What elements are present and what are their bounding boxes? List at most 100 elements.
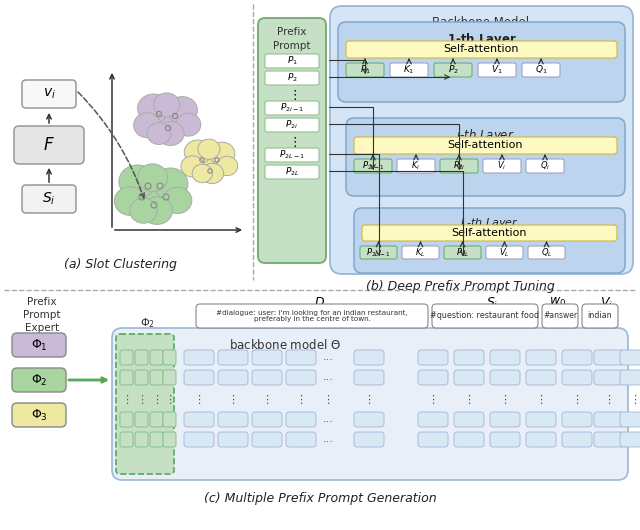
FancyBboxPatch shape [354, 137, 617, 154]
Text: ⋮: ⋮ [296, 394, 307, 404]
FancyBboxPatch shape [265, 118, 319, 132]
FancyBboxPatch shape [330, 6, 633, 274]
Ellipse shape [216, 156, 237, 175]
FancyBboxPatch shape [286, 412, 316, 427]
Ellipse shape [130, 198, 157, 223]
FancyBboxPatch shape [265, 148, 319, 162]
FancyBboxPatch shape [163, 432, 176, 447]
Text: Prefix
Prompt
Expert: Prefix Prompt Expert [273, 27, 311, 65]
FancyBboxPatch shape [526, 370, 556, 385]
FancyBboxPatch shape [390, 63, 428, 77]
Text: ...: ... [323, 352, 333, 363]
Text: ...: ... [323, 435, 333, 445]
Text: Self-attention: Self-attention [444, 45, 519, 55]
FancyBboxPatch shape [454, 412, 484, 427]
FancyBboxPatch shape [338, 22, 625, 102]
Text: (a) Slot Clustering: (a) Slot Clustering [63, 258, 177, 271]
Text: ⋮: ⋮ [164, 394, 175, 404]
Text: Self-attention: Self-attention [452, 228, 527, 238]
FancyBboxPatch shape [454, 370, 484, 385]
FancyBboxPatch shape [265, 101, 319, 115]
Ellipse shape [188, 147, 232, 177]
FancyBboxPatch shape [286, 370, 316, 385]
Text: $w_0$: $w_0$ [549, 296, 566, 309]
FancyBboxPatch shape [258, 18, 326, 263]
Text: $\Phi_2$: $\Phi_2$ [31, 373, 47, 387]
Text: $P_{2i-1}$: $P_{2i-1}$ [280, 102, 304, 114]
Ellipse shape [176, 113, 201, 136]
FancyBboxPatch shape [562, 412, 592, 427]
Text: $P_1$: $P_1$ [360, 64, 371, 76]
FancyBboxPatch shape [354, 370, 384, 385]
FancyBboxPatch shape [478, 63, 516, 77]
FancyBboxPatch shape [582, 304, 618, 328]
Text: $P_{2L}$: $P_{2L}$ [285, 166, 300, 178]
Text: Prefix
Prompt
Expert: Prefix Prompt Expert [23, 297, 61, 333]
FancyBboxPatch shape [116, 334, 174, 474]
FancyBboxPatch shape [120, 432, 133, 447]
Text: ⋮: ⋮ [428, 394, 438, 404]
FancyBboxPatch shape [528, 246, 565, 259]
Text: $\Phi_2$: $\Phi_2$ [141, 316, 156, 330]
Text: $\Phi_3$: $\Phi_3$ [31, 408, 47, 422]
FancyBboxPatch shape [562, 350, 592, 365]
Text: $P_{2L-1}$: $P_{2L-1}$ [366, 246, 390, 259]
FancyBboxPatch shape [218, 350, 248, 365]
Ellipse shape [198, 139, 220, 160]
FancyBboxPatch shape [418, 350, 448, 365]
Text: ⋮: ⋮ [136, 394, 147, 404]
Text: ⋮: ⋮ [323, 394, 333, 404]
Text: $V_i$: $V_i$ [600, 296, 612, 311]
FancyBboxPatch shape [12, 368, 66, 392]
FancyBboxPatch shape [454, 350, 484, 365]
FancyBboxPatch shape [354, 412, 384, 427]
FancyBboxPatch shape [22, 80, 76, 108]
FancyBboxPatch shape [526, 432, 556, 447]
Text: #question: restaurant food: #question: restaurant food [431, 312, 540, 321]
Text: $K_L$: $K_L$ [415, 246, 426, 259]
Ellipse shape [141, 197, 173, 224]
Ellipse shape [157, 121, 184, 145]
Text: $P_2$: $P_2$ [447, 64, 458, 76]
FancyBboxPatch shape [594, 350, 624, 365]
FancyBboxPatch shape [286, 350, 316, 365]
Text: indian: indian [588, 312, 612, 321]
FancyBboxPatch shape [526, 159, 564, 173]
Ellipse shape [201, 163, 223, 183]
FancyBboxPatch shape [252, 370, 282, 385]
Text: ⋮: ⋮ [151, 394, 162, 404]
Text: (b) Deep Prefix Prompt Tuning: (b) Deep Prefix Prompt Tuning [365, 280, 554, 293]
Text: $Q_i$: $Q_i$ [540, 160, 550, 172]
FancyBboxPatch shape [402, 246, 439, 259]
Text: ...: ... [323, 414, 333, 425]
FancyBboxPatch shape [163, 370, 176, 385]
FancyBboxPatch shape [397, 159, 435, 173]
FancyBboxPatch shape [490, 412, 520, 427]
FancyBboxPatch shape [418, 370, 448, 385]
Text: $\vdots$: $\vdots$ [287, 135, 296, 149]
FancyBboxPatch shape [120, 350, 133, 365]
FancyBboxPatch shape [286, 432, 316, 447]
Text: $Q_1$: $Q_1$ [534, 64, 547, 76]
Text: ⋮: ⋮ [629, 394, 640, 404]
FancyBboxPatch shape [135, 412, 148, 427]
Ellipse shape [153, 168, 188, 199]
FancyBboxPatch shape [620, 412, 640, 427]
FancyBboxPatch shape [440, 159, 478, 173]
FancyBboxPatch shape [354, 159, 392, 173]
FancyBboxPatch shape [120, 370, 133, 385]
FancyBboxPatch shape [218, 412, 248, 427]
Text: ⋮: ⋮ [499, 394, 511, 404]
FancyBboxPatch shape [252, 350, 282, 365]
Text: $Q_L$: $Q_L$ [541, 246, 552, 259]
FancyBboxPatch shape [135, 432, 148, 447]
FancyBboxPatch shape [346, 63, 384, 77]
FancyBboxPatch shape [594, 432, 624, 447]
FancyBboxPatch shape [22, 185, 76, 213]
Ellipse shape [119, 165, 156, 198]
FancyBboxPatch shape [594, 370, 624, 385]
FancyBboxPatch shape [265, 54, 319, 68]
FancyBboxPatch shape [218, 432, 248, 447]
FancyBboxPatch shape [218, 370, 248, 385]
FancyBboxPatch shape [252, 432, 282, 447]
